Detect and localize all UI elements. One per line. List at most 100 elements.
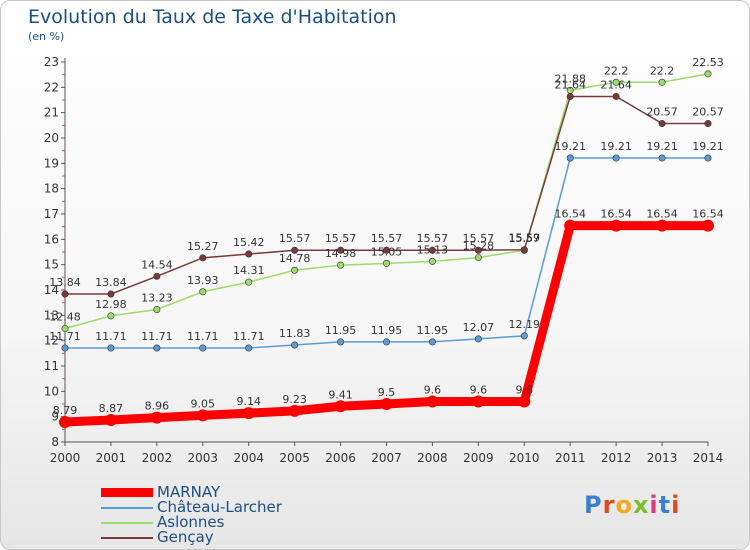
data-point-aslonnes — [107, 312, 115, 320]
data-label-chateau-larcher: 19.21 — [646, 140, 678, 153]
data-point-marnay — [380, 398, 393, 410]
data-label-chateau-larcher: 11.71 — [95, 330, 127, 343]
data-point-gencay — [337, 246, 345, 254]
data-point-aslonnes — [61, 325, 69, 333]
legend-label-chateau-larcher: Château-Larcher — [157, 498, 282, 516]
legend-item-marnay: MARNAY — [101, 485, 282, 500]
x-tick-label: 2011 — [555, 451, 586, 465]
data-point-chateau-larcher — [153, 344, 161, 352]
x-tick-label: 2005 — [279, 451, 310, 465]
data-label-marnay: 8.87 — [99, 402, 124, 415]
data-point-chateau-larcher — [566, 154, 574, 162]
legend: MARNAY Château-Larcher Aslonnes Gençay — [101, 485, 282, 545]
y-tick-label: 8 — [51, 435, 59, 449]
y-tick: 21 — [44, 99, 65, 120]
legend-item-aslonnes: Aslonnes — [101, 515, 282, 530]
x-tick: 2010 — [509, 442, 540, 465]
data-point-marnay — [59, 415, 71, 428]
x-tick: 2011 — [555, 442, 586, 465]
x-tick-label: 2003 — [188, 451, 219, 465]
data-point-aslonnes — [382, 259, 390, 267]
data-label-aslonnes: 13.23 — [141, 292, 173, 305]
data-point-marnay — [242, 407, 255, 420]
data-label-marnay: 16.54 — [646, 208, 678, 221]
data-label-chateau-larcher: 11.71 — [233, 330, 265, 343]
data-label-chateau-larcher: 11.95 — [417, 324, 449, 337]
data-point-gencay — [199, 254, 207, 262]
data-label-aslonnes: 15.05 — [371, 245, 403, 258]
x-tick: 2009 — [463, 442, 494, 465]
x-tick: 2008 — [417, 442, 448, 465]
x-tick-label: 2013 — [647, 451, 678, 465]
data-point-marnay — [610, 219, 623, 232]
y-tick-label: 22 — [44, 80, 59, 94]
data-point-chateau-larcher — [245, 344, 253, 352]
legend-label-aslonnes: Aslonnes — [157, 513, 225, 531]
y-tick: 23 — [44, 55, 65, 69]
data-label-gencay: 13.84 — [95, 276, 127, 289]
x-tick: 2005 — [279, 442, 310, 465]
data-label-marnay: 16.54 — [554, 208, 586, 221]
y-tick: 8 — [51, 428, 65, 449]
data-point-marnay — [104, 413, 117, 426]
data-point-chateau-larcher — [658, 154, 666, 162]
data-point-chateau-larcher — [612, 154, 620, 162]
data-point-marnay — [426, 395, 439, 408]
x-tick: 2001 — [96, 442, 126, 465]
legend-swatch-marnay — [101, 488, 153, 497]
data-label-aslonnes: 13.93 — [187, 274, 219, 287]
data-point-marnay — [334, 400, 347, 413]
y-tick-label: 9 — [51, 410, 59, 424]
data-label-gencay: 20.57 — [692, 106, 724, 119]
data-label-gencay: 15.42 — [233, 236, 265, 249]
data-point-aslonnes — [153, 306, 161, 314]
x-tick-label: 2010 — [509, 451, 540, 465]
series-line-aslonnes — [64, 73, 709, 330]
data-label-aslonnes: 14.31 — [233, 264, 265, 277]
data-point-gencay — [474, 246, 482, 254]
data-label-marnay: 8.79 — [53, 404, 78, 417]
x-tick-label: 2000 — [50, 451, 81, 465]
data-label-marnay: 16.54 — [600, 208, 632, 221]
legend-item-chateau-larcher: Château-Larcher — [101, 500, 282, 515]
data-point-aslonnes — [612, 78, 620, 86]
data-point-aslonnes — [337, 261, 345, 269]
y-tick-label: 16 — [44, 232, 59, 246]
data-label-chateau-larcher: 19.21 — [554, 140, 586, 153]
x-tick: 2012 — [601, 442, 632, 465]
x-tick-label: 2009 — [463, 451, 494, 465]
legend-swatch-chateau-larcher — [101, 506, 153, 509]
data-point-chateau-larcher — [428, 338, 436, 346]
data-label-gencay: 20.57 — [646, 106, 678, 119]
data-point-gencay — [658, 120, 666, 128]
data-point-gencay — [428, 246, 436, 254]
data-label-gencay: 15.57 — [325, 232, 357, 245]
y-tick-label: 14 — [44, 283, 59, 297]
data-point-chateau-larcher — [107, 344, 115, 352]
data-label-marnay: 9.14 — [236, 395, 261, 408]
legend-label-marnay: MARNAY — [157, 483, 221, 501]
y-tick: 16 — [44, 226, 65, 246]
data-point-gencay — [245, 250, 253, 258]
data-label-chateau-larcher: 11.95 — [371, 324, 403, 337]
data-label-aslonnes: 22.2 — [650, 64, 675, 77]
data-label-marnay: 9.6 — [470, 383, 488, 396]
data-point-chateau-larcher — [61, 344, 69, 352]
legend-swatch-gencay — [101, 536, 153, 539]
y-tick-label: 21 — [44, 106, 59, 120]
y-tick-label: 11 — [44, 359, 59, 373]
series-lines — [59, 70, 714, 428]
x-tick-label: 2012 — [601, 451, 632, 465]
y-tick-label: 19 — [44, 156, 59, 170]
data-point-aslonnes — [658, 78, 666, 86]
x-tick-label: 2004 — [233, 451, 264, 465]
data-point-gencay — [612, 92, 620, 100]
logo-letter: i — [671, 491, 681, 519]
data-label-marnay: 9.23 — [282, 393, 307, 406]
logo-letter: i — [649, 491, 659, 519]
x-tick: 2007 — [371, 442, 402, 465]
y-tick-label: 15 — [44, 258, 59, 272]
chart-subtitle: (en %) — [28, 30, 65, 43]
data-label-marnay: 16.54 — [692, 208, 724, 221]
